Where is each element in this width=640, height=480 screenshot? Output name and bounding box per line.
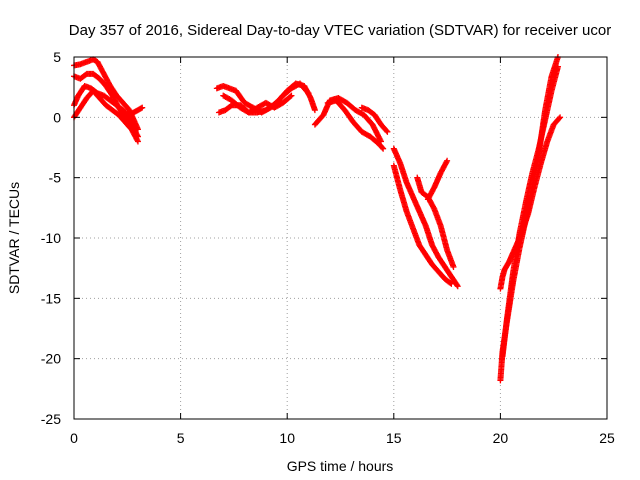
x-axis-label: GPS time / hours	[287, 458, 394, 474]
data-point	[447, 280, 454, 287]
data-point	[139, 104, 146, 111]
x-tick-label: 10	[279, 430, 295, 446]
data-point	[384, 128, 391, 135]
data-point	[305, 90, 312, 97]
data-point	[311, 107, 318, 114]
data-point	[383, 127, 390, 134]
series-arc-4a	[390, 145, 461, 290]
y-tick-label: -15	[41, 290, 61, 306]
chart-title: Day 357 of 2016, Sidereal Day-to-day VTE…	[69, 22, 611, 39]
x-tick-label: 25	[599, 430, 615, 446]
series-arc-4b	[390, 162, 455, 287]
y-axis-label: SDTVAR / TECUs	[6, 182, 22, 294]
data-point	[380, 145, 387, 152]
series-arc-2c	[220, 92, 295, 116]
series-arc-5c	[497, 114, 564, 292]
y-tick-label: -5	[49, 170, 62, 186]
series-arc-4d	[424, 157, 451, 203]
x-tick-label: 0	[70, 430, 78, 446]
data-point	[556, 115, 563, 122]
data-point	[444, 157, 451, 164]
data-point	[304, 89, 311, 96]
y-tick-label: 0	[53, 109, 61, 125]
data-point	[454, 282, 461, 289]
series-arc-3c	[358, 104, 391, 135]
grid-lines	[74, 57, 607, 419]
x-tick-label: 5	[177, 430, 185, 446]
data-point	[554, 63, 561, 70]
data-point	[134, 138, 141, 145]
x-tick-label: 20	[493, 430, 509, 446]
y-tick-label: -25	[41, 411, 61, 427]
series-arc-3b	[324, 97, 387, 152]
data-point	[454, 283, 461, 290]
y-tick-label: 5	[53, 49, 61, 65]
data-point	[557, 114, 564, 121]
data-point	[450, 263, 457, 270]
data-point	[448, 280, 455, 287]
data-point	[288, 92, 295, 99]
data-point	[287, 93, 294, 100]
plot-frame	[73, 56, 608, 420]
data-points	[71, 54, 564, 384]
data-point	[379, 144, 386, 151]
y-tick-label: -20	[41, 351, 61, 367]
x-tick-label: 15	[386, 430, 402, 446]
series-arc-1e	[122, 104, 146, 123]
axis-ticks	[73, 56, 608, 420]
y-tick-label: -10	[41, 230, 61, 246]
tick-labels: 0 5 10 15 20 25 5 0 -5 -10 -15 -20 -25	[41, 49, 615, 446]
